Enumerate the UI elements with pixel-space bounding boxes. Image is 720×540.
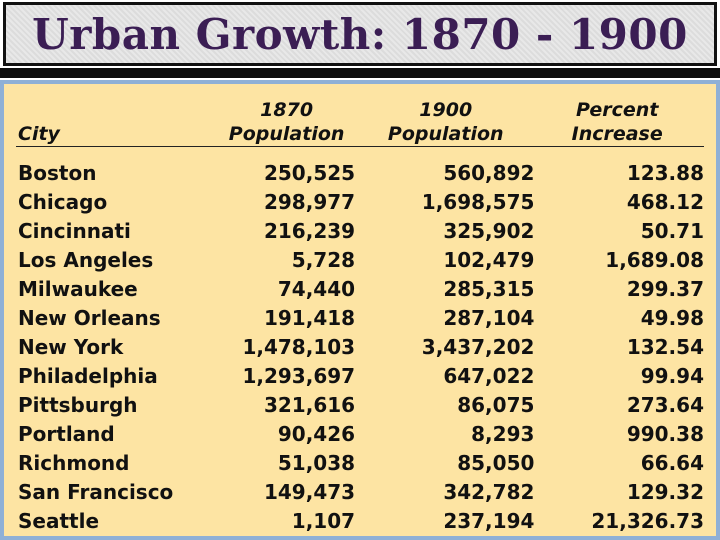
population-1870-cell: 321,616 [263, 393, 356, 417]
header-1900-population: 1900 Population [357, 90, 535, 147]
city-cell: Philadelphia [18, 364, 158, 388]
table-header: City 1870 Population 1900 Population Perce… [16, 90, 704, 147]
header-percent-line1: Percent [575, 99, 659, 121]
population-1870-cell: 51,038 [277, 451, 356, 475]
city-cell: Richmond [18, 451, 130, 475]
population-1900-cell: 86,075 [457, 393, 535, 417]
population-1870-cell: 90,426 [277, 422, 356, 446]
percent-increase-cell: 99.94 [640, 364, 704, 388]
population-1900-cell: 3,437,202 [421, 335, 535, 359]
table-row: Los Angeles 5,728 102,479 1,689.08 [16, 246, 704, 275]
population-1900-cell: 1,698,575 [421, 190, 535, 214]
population-1870-cell: 1,107 [291, 509, 356, 533]
table-row: New Orleans 191,418 287,104 49.98 [16, 304, 704, 333]
population-1900-cell: 237,194 [443, 509, 535, 533]
city-cell: Los Angeles [18, 248, 154, 272]
population-1870-cell: 74,440 [277, 277, 356, 301]
population-1870-cell: 298,977 [263, 190, 356, 214]
header-1870-line2: Population [228, 123, 345, 145]
percent-increase-cell: 468.12 [626, 190, 704, 214]
title-bar: Urban Growth: 1870 - 1900 [3, 2, 717, 66]
table-row: San Francisco 149,473 342,782 129.32 [16, 478, 704, 507]
population-1900-cell: 325,902 [443, 219, 535, 243]
table-panel: City 1870 Population 1900 Population Perce… [0, 80, 720, 540]
table-row: Richmond 51,038 85,050 66.64 [16, 449, 704, 478]
percent-increase-cell: 123.88 [626, 161, 704, 185]
percent-increase-cell: 299.37 [626, 277, 704, 301]
population-1900-cell: 287,104 [443, 306, 535, 330]
population-1900-cell: 560,892 [443, 161, 535, 185]
percent-increase-cell: 132.54 [626, 335, 704, 359]
table-row: Chicago 298,977 1,698,575 468.12 [16, 188, 704, 217]
city-cell: Pittsburgh [18, 393, 138, 417]
population-1870-cell: 5,728 [291, 248, 356, 272]
city-cell: San Francisco [18, 480, 174, 504]
population-1870-cell: 250,525 [263, 161, 356, 185]
population-1870-cell: 149,473 [263, 480, 356, 504]
population-1900-cell: 342,782 [443, 480, 535, 504]
header-1900-line1: 1900 [419, 99, 473, 121]
percent-increase-cell: 50.71 [640, 219, 704, 243]
city-cell: Milwaukee [18, 277, 138, 301]
percent-increase-cell: 129.32 [626, 480, 704, 504]
header-row: City 1870 Population 1900 Population Perce… [16, 90, 704, 147]
city-cell: Chicago [18, 190, 108, 214]
header-city-label: City [18, 123, 60, 145]
city-cell: Boston [18, 161, 97, 185]
header-1870-line1: 1870 [260, 99, 314, 121]
population-1900-cell: 285,315 [443, 277, 535, 301]
population-1870-cell: 216,239 [263, 219, 356, 243]
percent-increase-cell: 990.38 [626, 422, 704, 446]
city-cell: New York [18, 335, 124, 359]
percent-increase-cell: 273.64 [626, 393, 704, 417]
urban-growth-table: City 1870 Population 1900 Population Perce… [16, 90, 704, 536]
table-row: Boston 250,525 560,892 123.88 [16, 147, 704, 189]
city-cell: Seattle [18, 509, 100, 533]
header-percent-increase: Percent Increase [534, 90, 704, 147]
percent-increase-cell: 21,326.73 [591, 509, 704, 533]
table-row: Cincinnati 216,239 325,902 50.71 [16, 217, 704, 246]
header-1870-population: 1870 Population [216, 90, 358, 147]
percent-increase-cell: 49.98 [640, 306, 704, 330]
header-1900-line2: Population [387, 123, 504, 145]
header-percent-line2: Increase [571, 123, 663, 145]
table-row: Milwaukee 74,440 285,315 299.37 [16, 275, 704, 304]
population-1900-cell: 647,022 [443, 364, 535, 388]
table-row: New York 1,478,103 3,437,202 132.54 [16, 333, 704, 362]
header-city: City [16, 90, 217, 147]
population-1870-cell: 1,293,697 [242, 364, 356, 388]
population-1900-cell: 85,050 [457, 451, 535, 475]
city-cell: New Orleans [18, 306, 161, 330]
table-body: Boston 250,525 560,892 123.88 Chicago 298,977… [16, 147, 704, 537]
table-row: Portland 90,426 8,293 990.38 [16, 420, 704, 449]
title-divider [0, 68, 720, 78]
table-row: Seattle 1,107 237,194 21,326.73 [16, 507, 704, 536]
city-cell: Cincinnati [18, 219, 131, 243]
population-1870-cell: 1,478,103 [242, 335, 356, 359]
percent-increase-cell: 66.64 [640, 451, 704, 475]
population-1870-cell: 191,418 [263, 306, 356, 330]
percent-increase-cell: 1,689.08 [605, 248, 704, 272]
population-1900-cell: 8,293 [471, 422, 535, 446]
page-title: Urban Growth: 1870 - 1900 [32, 9, 688, 59]
table-row: Philadelphia 1,293,697 647,022 99.94 [16, 362, 704, 391]
population-1900-cell: 102,479 [443, 248, 535, 272]
city-cell: Portland [18, 422, 115, 446]
table-row: Pittsburgh 321,616 86,075 273.64 [16, 391, 704, 420]
